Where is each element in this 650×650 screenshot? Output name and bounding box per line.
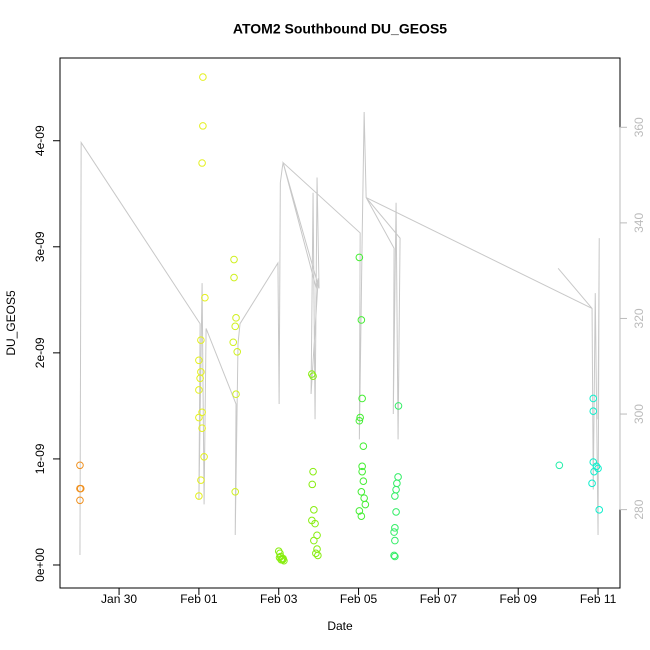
point: [589, 407, 598, 415]
point: [588, 479, 596, 488]
x-axis-label: Date: [327, 619, 353, 633]
point: [391, 492, 399, 500]
point: [357, 512, 366, 520]
point: [358, 467, 366, 476]
point: [199, 73, 207, 81]
point: [195, 356, 203, 365]
point: [357, 488, 366, 496]
point: [232, 390, 240, 399]
y2-tick-label: 320: [632, 308, 646, 328]
point: [197, 476, 205, 484]
point: [555, 461, 564, 470]
point: [230, 255, 238, 264]
x-tick-label: Feb 01: [180, 592, 218, 606]
point: [390, 528, 398, 536]
point: [391, 524, 399, 532]
point: [230, 273, 238, 282]
point: [589, 394, 598, 403]
y2-tick-label: 300: [632, 404, 646, 424]
plot-frame: [59, 57, 621, 589]
point: [590, 467, 598, 476]
y2-tick-label: 340: [632, 213, 646, 233]
point: [361, 500, 370, 509]
point: [231, 322, 240, 331]
point: [392, 485, 400, 494]
point: [201, 293, 209, 302]
point: [309, 467, 317, 476]
point: [195, 413, 203, 422]
x-tick-label: Feb 09: [500, 592, 538, 606]
y-axis-label: DU_GEOS5: [4, 290, 18, 356]
point: [391, 552, 399, 561]
point: [199, 122, 207, 130]
y2-tick-label: 280: [632, 499, 646, 519]
point: [392, 508, 400, 516]
point: [355, 416, 364, 425]
point: [394, 402, 403, 410]
point: [196, 374, 204, 383]
point: [76, 484, 85, 493]
point: [309, 372, 317, 380]
point: [390, 551, 398, 560]
y2-line: [79, 111, 600, 556]
point: [360, 494, 368, 502]
point: [595, 506, 604, 514]
point: [231, 488, 240, 496]
x-tick-label: Jan 30: [101, 592, 137, 606]
y-tick-label: 3e-09: [33, 231, 47, 262]
point: [198, 424, 206, 432]
y-tick-label: 2e-09: [33, 337, 47, 368]
point: [358, 394, 366, 403]
point: [393, 479, 401, 488]
x-tick-label: Feb 11: [580, 592, 617, 606]
point: [359, 442, 368, 450]
x-tick-label: Feb 03: [260, 592, 298, 606]
point: [229, 338, 238, 347]
y-tick-label: 1e-09: [33, 443, 47, 474]
point: [314, 551, 322, 560]
y-tick-label: 0e+00: [33, 548, 47, 582]
point: [195, 386, 203, 394]
point: [391, 536, 399, 545]
point: [355, 253, 364, 262]
point: [310, 536, 318, 545]
point: [312, 549, 320, 558]
point: [198, 159, 206, 167]
point: [355, 507, 364, 515]
point: [232, 314, 240, 322]
point: [76, 461, 84, 470]
point: [76, 496, 84, 505]
y-tick-label: 4e-09: [33, 125, 47, 156]
point: [195, 492, 203, 500]
y2-tick-label: 360: [632, 117, 646, 137]
point: [359, 477, 368, 485]
point: [356, 413, 364, 422]
point: [310, 506, 318, 514]
point: [357, 316, 366, 324]
x-tick-label: Feb 07: [420, 592, 458, 606]
point: [394, 473, 402, 481]
point: [313, 545, 321, 553]
point: [311, 519, 319, 528]
point: [308, 480, 317, 489]
chart-title: ATOM2 Southbound DU_GEOS5: [233, 21, 447, 37]
point: [358, 462, 366, 471]
x-tick-label: Feb 05: [340, 592, 378, 606]
point: [200, 452, 208, 461]
point: [233, 347, 242, 356]
point: [197, 336, 205, 344]
point: [279, 554, 287, 563]
point: [275, 553, 284, 562]
